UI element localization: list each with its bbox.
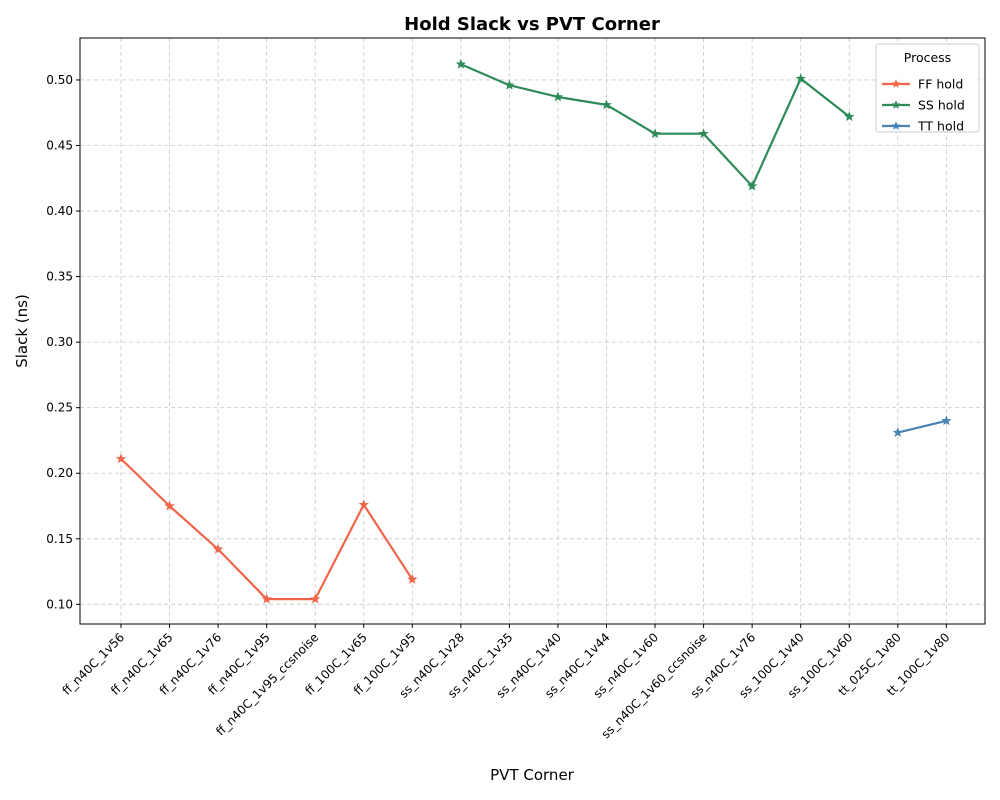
series-line (897, 419, 947, 434)
y-tick-label: 0.35 (46, 270, 73, 284)
data-point-marker (358, 499, 369, 510)
legend-label: SS hold (918, 98, 965, 113)
data-point-marker (407, 573, 418, 584)
data-point-marker (698, 128, 709, 139)
data-point-marker (164, 500, 175, 511)
series-tt-hold (892, 415, 952, 438)
data-point-marker (115, 453, 127, 464)
legend-swatch-marker (891, 100, 901, 109)
x-axis: ff_n40C_1v56ff_n40C_1v65ff_n40C_1v76ff_n… (60, 624, 952, 741)
legend-label: TT hold (917, 119, 964, 134)
legend-box (875, 43, 980, 133)
data-point-marker (504, 79, 515, 90)
data-point-marker (844, 111, 855, 122)
data-point-marker (455, 58, 467, 69)
data-point-marker (941, 415, 952, 426)
legend-swatch-marker (891, 121, 901, 130)
y-tick-label: 0.25 (46, 401, 73, 415)
data-point-marker (746, 180, 758, 191)
y-axis: 0.10 0.15 0.20 0.25 0.30 0.35 0.40 0.45 0.50 (46, 73, 80, 611)
legend: Process FF hold SS hold TT hold (875, 43, 980, 134)
y-tick-label: 0.10 (46, 597, 73, 611)
x-axis-title: PVT Corner (490, 766, 575, 784)
y-tick-label: 0.50 (46, 73, 73, 87)
chart-title: Hold Slack vs PVT Corner (404, 14, 660, 35)
data-point-marker (601, 99, 612, 110)
data-point-marker (649, 128, 661, 139)
y-tick-label: 0.40 (46, 204, 73, 218)
data-point-marker (795, 73, 806, 84)
data-point-marker (310, 593, 321, 604)
y-tick-label: 0.30 (46, 335, 73, 349)
series-ff-hold (115, 453, 418, 604)
y-tick-label: 0.45 (46, 138, 73, 152)
y-axis-title: Slack (ns) (13, 294, 31, 368)
series-layer (115, 58, 952, 604)
data-point-marker (892, 427, 903, 438)
y-tick-label: 0.20 (46, 466, 73, 480)
legend-title: Process (904, 50, 951, 65)
data-point-marker (552, 91, 564, 102)
y-tick-label: 0.15 (46, 532, 73, 546)
legend-label: FF hold (918, 77, 963, 92)
grid (80, 38, 985, 624)
data-point-marker (261, 593, 272, 604)
legend-swatch-marker (891, 79, 901, 88)
plot-area-frame (79, 37, 986, 625)
data-point-marker (212, 543, 224, 554)
series-ss-hold (455, 58, 855, 191)
